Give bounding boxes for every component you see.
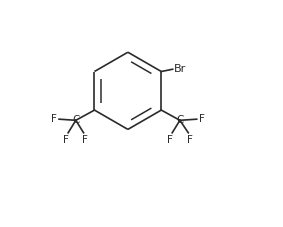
Text: F: F — [82, 135, 88, 145]
Text: Br: Br — [174, 64, 186, 74]
Text: F: F — [199, 114, 204, 124]
Text: C: C — [176, 115, 184, 125]
Text: F: F — [63, 135, 69, 145]
Text: F: F — [51, 114, 57, 124]
Text: F: F — [168, 135, 173, 145]
Text: F: F — [186, 135, 192, 145]
Text: C: C — [72, 115, 80, 125]
